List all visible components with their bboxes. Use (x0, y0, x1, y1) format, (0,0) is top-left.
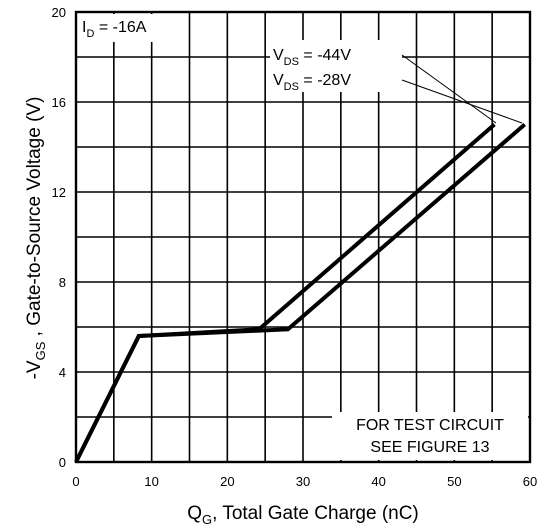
x-tick-label: 40 (371, 474, 385, 489)
test-circuit-note-line2: SEE FIGURE 13 (370, 439, 489, 456)
test-circuit-note-line1: FOR TEST CIRCUIT (356, 417, 504, 434)
tick-labels: 0 10 20 30 40 50 60 0 4 8 12 16 20 (52, 5, 538, 489)
y-axis-title: -VGS , Gate-to-Source Voltage (V) (24, 97, 48, 380)
y-tick-label: 16 (52, 95, 66, 110)
series-line-0 (74, 122, 496, 463)
y-tick-label: 12 (52, 185, 66, 200)
x-tick-label: 30 (296, 474, 310, 489)
x-axis-title: QG, Total Gate Charge (nC) (187, 503, 419, 527)
series-label-44v: VDS = -44V (273, 47, 351, 68)
y-tick-label: 20 (52, 5, 66, 20)
callout-line-28v (401, 79, 523, 124)
x-tick-label: 10 (144, 474, 158, 489)
x-tick-label: 0 (72, 474, 79, 489)
x-tick-label: 60 (523, 474, 537, 489)
y-tick-label: 8 (59, 275, 66, 290)
series-label-28v: VDS = -28V (273, 72, 351, 93)
series-line-1 (74, 122, 527, 463)
y-tick-label: 0 (59, 455, 66, 470)
y-tick-label: 4 (59, 365, 66, 380)
drain-current-annotation: ID = -16A (82, 19, 147, 40)
x-tick-label: 20 (220, 474, 234, 489)
curves (74, 122, 527, 463)
callout-line-44v (401, 54, 497, 124)
plot-frame (74, 10, 532, 464)
x-tick-label: 50 (447, 474, 461, 489)
